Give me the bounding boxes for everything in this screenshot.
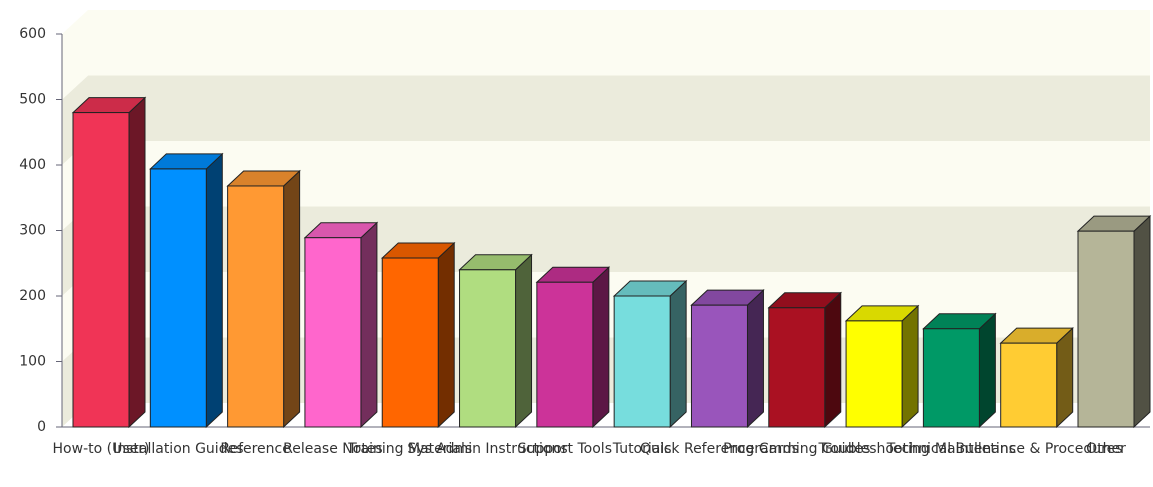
bar: [71, 96, 147, 429]
x-tick-label: Installation Guides: [113, 441, 243, 457]
bar-side: [128, 96, 146, 429]
wall-band: [62, 75, 1150, 165]
bar-front: [149, 168, 207, 428]
bar-side: [978, 312, 996, 429]
bar: [922, 312, 997, 429]
x-tick-label: Maintenance & Procedures: [935, 441, 1123, 457]
x-tick-label: Support Tools: [518, 441, 612, 457]
bar-front: [72, 112, 130, 428]
bar: [303, 221, 379, 429]
bar: [1076, 215, 1152, 429]
y-tick-label: 0: [37, 419, 46, 435]
bar-front: [304, 237, 362, 428]
bar-front: [227, 185, 285, 428]
bar-front: [459, 269, 517, 428]
bar: [226, 169, 301, 429]
bar-front: [922, 328, 980, 428]
bar-side: [824, 291, 842, 429]
bar-side: [1056, 327, 1074, 429]
bar-side: [592, 266, 610, 429]
x-tick-label: Sys Admin Instructions: [407, 441, 567, 457]
y-tick-label: 600: [19, 26, 46, 42]
wall-band: [62, 141, 1150, 231]
bar: [380, 241, 456, 429]
bar-front: [768, 307, 826, 428]
wall-band: [62, 10, 1150, 100]
bar: [612, 279, 688, 429]
y-tick-label: 400: [19, 157, 46, 173]
x-tick-label: Tutorials: [612, 441, 672, 457]
bar-front: [1077, 230, 1135, 428]
bar: [149, 152, 224, 429]
bar: [767, 291, 843, 429]
y-tick-label: 200: [19, 288, 46, 304]
bar: [844, 304, 920, 429]
bar-front: [536, 281, 594, 428]
bar-side: [437, 241, 455, 429]
x-tick-label: Reference: [220, 441, 291, 457]
bar-front: [381, 257, 439, 428]
x-tick-label: Release Notes: [283, 441, 383, 457]
bar-front: [690, 304, 748, 428]
x-tick-label: Programming Guides: [723, 441, 870, 457]
bar: [690, 289, 765, 429]
x-tick-label: Troubleshooting: [817, 441, 929, 457]
bar-front: [1000, 342, 1058, 428]
bar-side: [283, 169, 301, 429]
bar-side: [669, 279, 687, 429]
x-tick-label: How-to (User): [53, 441, 150, 457]
bar-side: [360, 221, 378, 429]
bar-front: [845, 320, 903, 428]
bar: [535, 266, 611, 429]
x-tick-label: Other: [1086, 441, 1126, 457]
bar: [458, 253, 533, 429]
bar-side: [746, 289, 764, 429]
x-tick-label: Training Materials: [347, 441, 472, 457]
y-tick-label: 100: [19, 354, 46, 370]
bar-side: [515, 253, 533, 429]
x-tick-label: Technical Bulletins: [886, 441, 1016, 457]
bar-side: [205, 152, 223, 429]
y-tick-label: 500: [19, 92, 46, 108]
y-tick-label: 300: [19, 223, 46, 239]
bar-side: [901, 304, 919, 429]
bar: [999, 327, 1074, 429]
bar-side: [1133, 215, 1151, 429]
x-tick-label: Quick Reference Cards: [640, 441, 799, 457]
bar-front: [613, 295, 671, 428]
